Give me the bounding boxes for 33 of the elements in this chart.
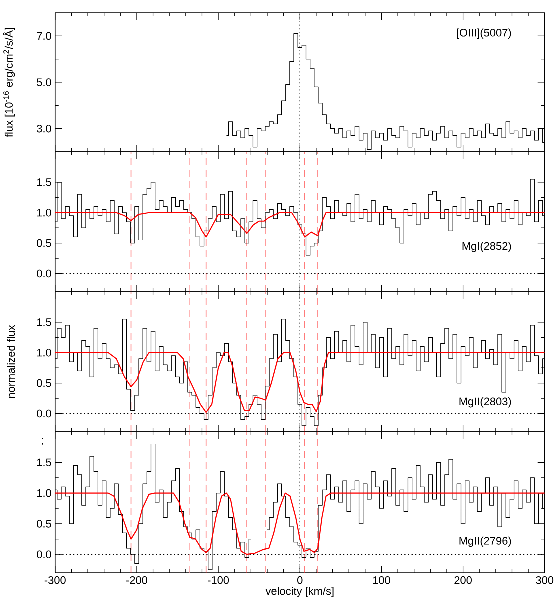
y-tick-label: 1.0 — [37, 489, 52, 498]
annotation: MgII(2796) — [460, 536, 512, 548]
x-tick-label: -200 — [126, 576, 148, 584]
y-tick-label: 7.0 — [37, 32, 52, 40]
y-tick-label: 1.5 — [37, 178, 52, 186]
y-tick-label: 5.0 — [36, 78, 52, 86]
y-axis-title: flux [10$^{-16}$ erg/cm$^{2}$/s/Å] — [3, 28, 15, 138]
line-series — [55, 212, 545, 238]
y-tick-label: 0.5 — [36, 239, 52, 248]
y-tick-label: 3.0 — [36, 124, 52, 133]
annotation: [OIII](5007) — [457, 28, 512, 39]
line-series — [55, 492, 545, 556]
x-axis-title: velocity [km/s] — [266, 587, 334, 598]
y-tick-label: 1.5 — [37, 318, 52, 326]
y-tick-label: 0.0 — [36, 550, 52, 558]
y-tick-label: 0.5 — [36, 379, 52, 388]
annotation: MgI(2852) — [462, 242, 512, 252]
x-tick-label: 300 — [536, 576, 554, 584]
x-tick-label: 100 — [373, 576, 390, 584]
y-tick-label: 0.5 — [36, 520, 52, 528]
text: ; — [42, 438, 44, 446]
x-tick-label: 200 — [454, 576, 472, 584]
y-tick-label: 1.5 — [37, 458, 52, 466]
y-tick-label: 1.0 — [37, 209, 52, 217]
y-tick-label: 1.0 — [37, 348, 52, 357]
line-series — [55, 352, 545, 414]
annotation: MgII(2803) — [460, 397, 512, 408]
y-tick-label: 0.0 — [36, 270, 52, 278]
x-tick-label: -100 — [208, 576, 229, 584]
y-axis-title: normalized flux — [6, 325, 15, 398]
y-tick-label: 0.0 — [36, 410, 52, 418]
x-tick-label: -300 — [44, 576, 66, 584]
x-tick-label: 0 — [297, 576, 303, 584]
